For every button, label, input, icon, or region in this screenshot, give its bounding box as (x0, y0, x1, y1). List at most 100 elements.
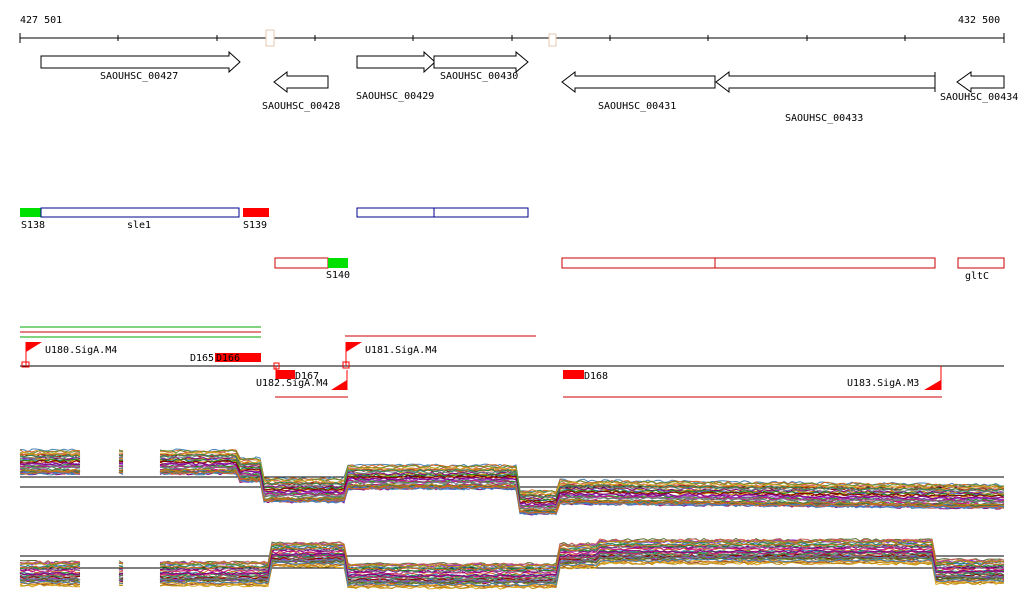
expression-profile-line (118, 456, 124, 459)
gene-arrow-left[interactable] (273, 70, 329, 94)
expression-profile-line (19, 561, 81, 566)
gene-label: SAOUHSC_00429 (356, 91, 434, 102)
gene-arrow-left[interactable] (715, 70, 936, 94)
minus-strand-segments: S140 gltC (274, 257, 1005, 282)
expression-profile-line (159, 471, 1005, 516)
expression-profile-line (159, 559, 1005, 588)
expression-profile-line (118, 566, 124, 569)
expression-profile-line (159, 558, 1005, 587)
segment-box[interactable] (356, 207, 435, 218)
downshift-marker[interactable] (563, 370, 584, 379)
promoter-label: U182.SigA.M4 (256, 378, 328, 389)
expression-profile-line (159, 539, 1005, 568)
expression-profile-line (19, 576, 81, 581)
downshift-marker[interactable] (241, 353, 261, 362)
expression-profile-line (118, 467, 124, 470)
expression-profile-line (159, 451, 1005, 496)
gene-arrow-right[interactable] (356, 50, 436, 74)
expression-profile-line (118, 469, 124, 472)
segment-green[interactable] (328, 258, 348, 268)
expression-profile-line (159, 550, 1005, 579)
expression-profile-line (19, 468, 81, 473)
expression-profile-line (118, 576, 124, 580)
expression-profile-line (118, 462, 124, 464)
expression-profile-line (118, 460, 124, 463)
segment-label: S138 (21, 220, 45, 231)
expression-profile-line (19, 571, 81, 576)
promoter-marker[interactable] (21, 342, 42, 368)
segment-box[interactable] (433, 207, 529, 218)
downshift-label: D168 (584, 371, 608, 382)
promoter-label: U181.SigA.M4 (365, 345, 437, 356)
expression-profile-line (19, 565, 81, 570)
expression-profile-line (159, 453, 1005, 498)
gap-marker (265, 29, 275, 47)
downshift-label: D165 (190, 353, 214, 364)
gene-arrow-left[interactable] (956, 71, 1005, 93)
expression-profile-line (118, 570, 124, 573)
gene-label: SAOUHSC_00434 (940, 92, 1018, 103)
expression-profile-line (159, 458, 1005, 503)
start-coordinate: 427 501 (20, 15, 62, 26)
segment-box[interactable] (957, 257, 1005, 269)
expression-profile-line (159, 543, 1005, 572)
expression-profile-line (160, 539, 1005, 568)
gene-arrow-right[interactable] (433, 50, 529, 74)
expression-profile-line (19, 461, 81, 466)
gene-arrow-left[interactable] (561, 70, 716, 94)
gene-label: SAOUHSC_00431 (598, 101, 676, 112)
promoter-marker[interactable] (273, 362, 348, 390)
expression-profile-line (19, 455, 81, 459)
promoter-marker[interactable] (342, 342, 362, 369)
gene-label: SAOUHSC_00428 (262, 101, 340, 112)
segment-box[interactable] (561, 257, 716, 269)
segment-box[interactable] (40, 207, 240, 218)
promoter-track: U180.SigA.M4 U181.SigA.M4 U182.SigA.M4 U… (20, 326, 1004, 398)
expression-profile-line (159, 554, 1005, 583)
expression-track-top (19, 448, 1005, 516)
expression-profile-line (19, 449, 81, 454)
expression-profile-line (19, 564, 81, 568)
expression-profile-line (19, 577, 81, 582)
segment-box[interactable] (274, 257, 329, 269)
coordinate-ruler: 427 501 432 500 (19, 15, 1005, 47)
gene-arrow-right[interactable] (40, 50, 241, 74)
expression-profile-line (159, 559, 1005, 588)
expression-profile-line (159, 552, 1005, 581)
segment-box[interactable] (714, 257, 936, 269)
expression-profile-line (159, 538, 1005, 567)
expression-profile-line (19, 583, 80, 588)
expression-profile-line (19, 470, 81, 475)
segment-label: sle1 (127, 220, 151, 231)
downshift-marker[interactable] (215, 353, 241, 362)
downshift-marker[interactable] (276, 370, 295, 379)
expression-profile-line (118, 565, 124, 567)
segment-label: gltC (965, 271, 989, 282)
segment-label: S139 (243, 220, 267, 231)
segment-red[interactable] (243, 208, 269, 217)
expression-profile-line (159, 461, 1005, 506)
expression-profile-line (19, 580, 81, 585)
expression-profile-line (159, 465, 1005, 510)
expression-profile-line (19, 575, 81, 580)
promoter-label: U183.SigA.M3 (847, 378, 919, 389)
promoter-marker[interactable] (924, 366, 942, 390)
expression-profile-line (19, 453, 81, 458)
gene-track: SAOUHSC_00427 SAOUHSC_00428 SAOUHSC_0042… (40, 50, 1018, 124)
expression-profile-line (19, 458, 81, 463)
expression-profile-line (19, 574, 81, 578)
expression-profile-line (118, 568, 124, 571)
expression-profile-line (159, 449, 1005, 495)
expression-profile-line (19, 451, 81, 456)
expression-profile-line (19, 569, 81, 573)
segment-green[interactable] (20, 208, 41, 217)
expression-profile-line (118, 470, 124, 473)
expression-profile-line (159, 468, 1005, 513)
expression-profile-line (118, 459, 124, 463)
expression-profile-line (19, 560, 81, 565)
expression-profile-line (159, 555, 1005, 584)
expression-profile-line (19, 465, 81, 469)
expression-profile-line (118, 471, 124, 474)
gap-marker (548, 33, 557, 47)
promoter-label: U180.SigA.M4 (45, 345, 117, 356)
